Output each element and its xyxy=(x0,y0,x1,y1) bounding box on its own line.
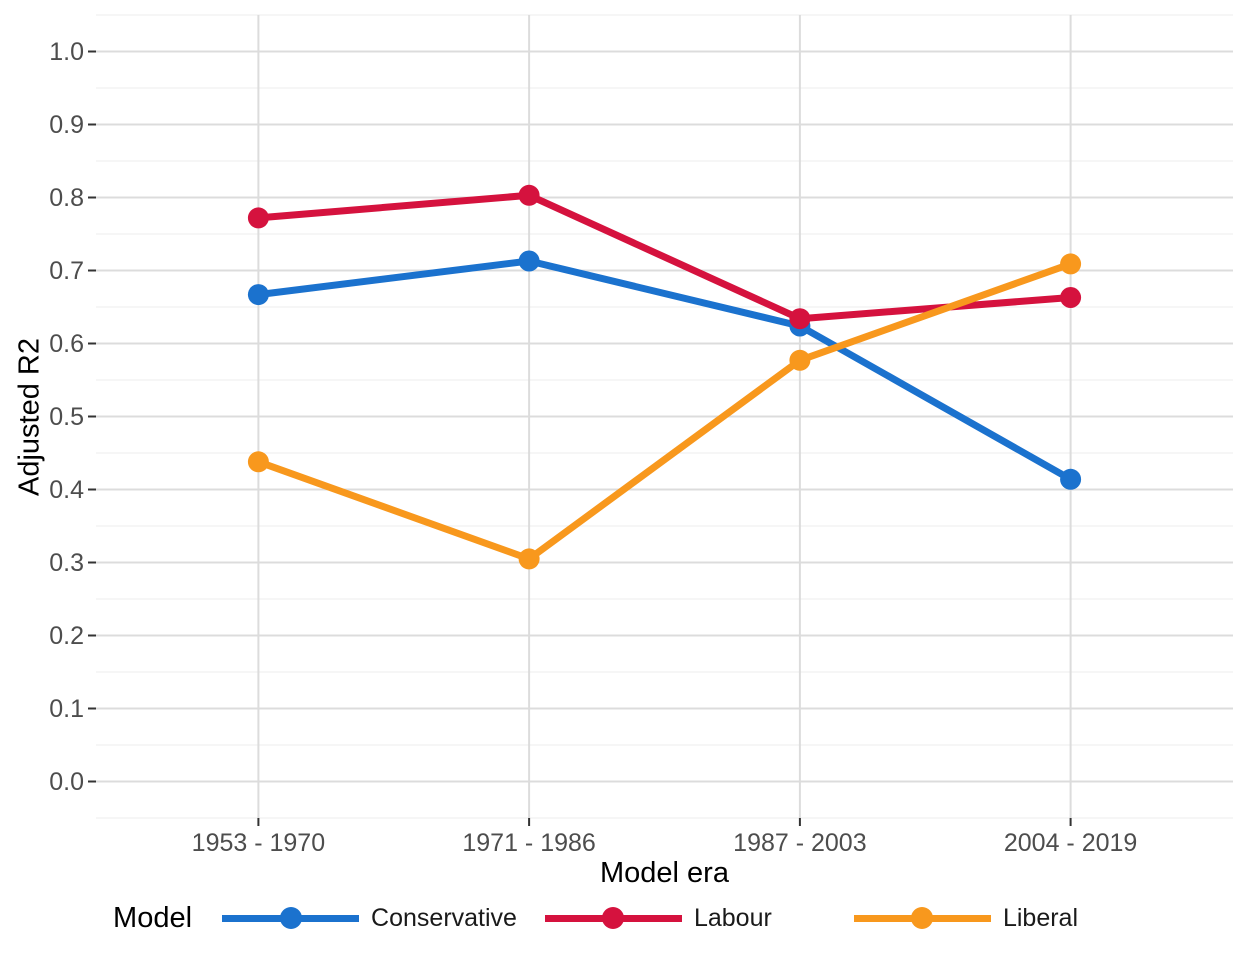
legend-key-dot-labour xyxy=(602,907,625,929)
data-point-conservative-3 xyxy=(1060,468,1082,490)
legend-label-conservative: Conservative xyxy=(371,903,517,932)
y-tick-label: 0.2 xyxy=(49,622,84,650)
y-tick-label: 0.7 xyxy=(49,257,84,285)
legend-item-conservative: Conservative xyxy=(222,904,517,933)
data-point-liberal-3 xyxy=(1060,253,1082,275)
y-tick-label: 0.9 xyxy=(49,111,84,139)
legend-item-liberal: Liberal xyxy=(853,903,1135,933)
y-tick-label: 0.1 xyxy=(49,695,84,723)
legend-key-line-liberal xyxy=(853,907,991,929)
y-tick-label: 1.0 xyxy=(49,38,84,66)
x-tick-label: 1953 - 1970 xyxy=(192,829,325,857)
y-axis-title: Adjusted R2 xyxy=(13,338,46,496)
series-line-labour xyxy=(258,191,1071,323)
x-tick-label: 1971 - 1986 xyxy=(462,829,595,857)
y-tick-label: 0.3 xyxy=(49,549,84,577)
data-point-labour-1 xyxy=(518,184,540,206)
legend-key-line-conservative xyxy=(222,907,360,929)
series-line-liberal xyxy=(257,260,1072,563)
legend-label-labour: Labour xyxy=(693,903,772,932)
x-tick-label: 2004 - 2019 xyxy=(1004,829,1137,857)
data-point-conservative-1 xyxy=(518,250,540,272)
data-point-liberal-2 xyxy=(789,349,811,371)
data-point-liberal-0 xyxy=(247,451,269,473)
data-point-labour-3 xyxy=(1060,287,1082,308)
y-tick-label: 0.6 xyxy=(49,330,84,358)
legend-item-labour: Labour xyxy=(544,903,826,933)
series-line-conservative xyxy=(257,257,1073,483)
legend-title: Model xyxy=(113,901,193,934)
legend-key-dot-liberal xyxy=(911,907,934,929)
y-tick-label: 0.4 xyxy=(49,476,84,504)
legend-key-dot-conservative xyxy=(279,907,302,929)
y-tick-label: 0.8 xyxy=(49,184,84,212)
x-tick-label: 1987 - 2003 xyxy=(733,829,866,857)
legend-key-line-labour xyxy=(544,907,682,929)
legend: Model Conservative Labour Liberal xyxy=(0,894,1248,942)
data-point-labour-0 xyxy=(247,207,269,229)
data-point-liberal-1 xyxy=(518,548,540,570)
y-tick-label: 0.0 xyxy=(49,768,84,796)
data-point-conservative-0 xyxy=(247,284,269,306)
y-tick-label: 0.5 xyxy=(49,403,84,431)
legend-label-liberal: Liberal xyxy=(1002,903,1079,932)
x-axis-title: Model era xyxy=(600,857,729,889)
data-point-labour-2 xyxy=(789,308,811,330)
